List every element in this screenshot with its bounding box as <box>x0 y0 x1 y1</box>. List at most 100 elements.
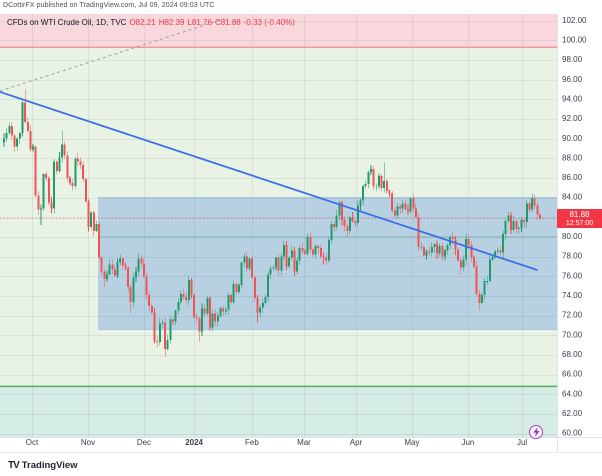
candle-body <box>29 130 32 150</box>
bar-countdown: 12:57:00 <box>565 220 594 227</box>
supply-zone <box>0 14 557 48</box>
symbol-title: CFDs on WTI Crude Oil, 1D, TVC <box>7 18 127 27</box>
candle-body <box>502 234 505 253</box>
candle-body <box>111 264 114 270</box>
candle-body <box>108 264 111 275</box>
candle-body <box>356 205 359 224</box>
candle-body <box>428 251 431 253</box>
candle-body <box>441 245 444 257</box>
candle-body <box>306 236 309 254</box>
time-axis[interactable]: Oct Nov Dec 2024 Feb Mar Apr May Jun Jul <box>26 438 528 447</box>
candle-body <box>414 208 417 218</box>
candle-body <box>193 294 196 318</box>
candle-body <box>140 258 143 264</box>
candle-body <box>367 172 370 184</box>
candle-body <box>359 200 362 206</box>
candle-body <box>467 238 470 245</box>
candle-body <box>340 202 343 221</box>
candle-body <box>169 319 172 341</box>
candle-body <box>166 340 169 350</box>
candle-body <box>504 221 507 235</box>
candle-body <box>69 177 72 183</box>
price-tick-label: 70.00 <box>562 330 583 339</box>
candle-body <box>515 221 518 230</box>
candle-body <box>230 294 233 302</box>
time-tick-label: Jun <box>461 438 474 447</box>
candle-body <box>171 319 174 322</box>
candle-body <box>119 258 122 263</box>
candle-body <box>319 247 322 257</box>
lightning-trade-button[interactable] <box>529 425 543 439</box>
candle-body <box>362 185 365 201</box>
candle-body <box>248 258 251 269</box>
candle-body <box>243 256 246 263</box>
candle-body <box>264 296 267 303</box>
price-tick-label: 90.00 <box>562 134 583 143</box>
symbol-legend: CFDs on WTI Crude Oil, 1D, TVC O82.21 H82.… <box>7 18 295 27</box>
candle-body <box>124 265 127 268</box>
candle-body <box>277 257 280 271</box>
candle-body <box>87 201 90 228</box>
candle-body <box>121 258 124 266</box>
candle-body <box>32 146 35 150</box>
candle-body <box>227 294 230 310</box>
candle-body <box>198 318 201 332</box>
price-tick-label: 98.00 <box>562 55 583 64</box>
candle-body <box>5 132 8 139</box>
candle-body <box>314 245 317 255</box>
candle-body <box>509 215 512 231</box>
candle-body <box>251 258 254 278</box>
candle-body <box>525 203 528 223</box>
candle-body <box>235 284 238 293</box>
candle-body <box>325 257 328 261</box>
candle-body <box>380 176 383 188</box>
candle-body <box>422 246 425 256</box>
candle-body <box>269 268 272 275</box>
chart-pane <box>0 14 557 437</box>
candle-body <box>301 247 304 252</box>
candle-body <box>393 210 396 216</box>
candle-body <box>375 185 378 187</box>
candle-body <box>256 297 259 313</box>
candle-body <box>377 176 380 186</box>
candle-body <box>451 236 454 239</box>
candle-body <box>92 212 95 232</box>
candle-body <box>399 206 402 209</box>
candle-body <box>446 244 449 251</box>
candle-body <box>203 308 206 314</box>
candle-body <box>232 284 235 302</box>
price-tick-label: 80.00 <box>562 232 583 241</box>
candle-body <box>206 297 209 314</box>
candle-body <box>436 243 439 254</box>
candle-body <box>351 217 354 222</box>
candle-body <box>330 224 333 240</box>
candle-body <box>462 259 465 268</box>
price-tick-label: 62.00 <box>562 409 583 418</box>
candle-body <box>21 102 24 133</box>
candle-body <box>372 169 375 186</box>
candle-body <box>53 161 56 209</box>
candle-body <box>129 287 132 302</box>
candle-body <box>470 244 473 258</box>
lightning-icon <box>532 427 540 437</box>
price-tick-label: 74.00 <box>562 291 583 300</box>
candle-body <box>84 178 87 202</box>
candle-body <box>383 180 386 188</box>
candle-body <box>132 277 135 302</box>
candle-body <box>333 224 336 228</box>
candle-body <box>39 208 42 210</box>
tradingview-logo-text: TradingView <box>21 460 78 471</box>
candle-body <box>406 209 409 212</box>
candle-body <box>37 195 40 210</box>
price-tick-label: 68.00 <box>562 350 583 359</box>
candle-body <box>396 206 399 216</box>
candle-body <box>285 244 288 267</box>
time-tick-label: Oct <box>26 438 39 447</box>
candle-body <box>182 293 185 297</box>
candle-body <box>50 202 53 209</box>
candle-body <box>404 203 407 210</box>
tradingview-logo[interactable]: TV TradingView <box>8 460 78 471</box>
candle-body <box>539 215 542 219</box>
